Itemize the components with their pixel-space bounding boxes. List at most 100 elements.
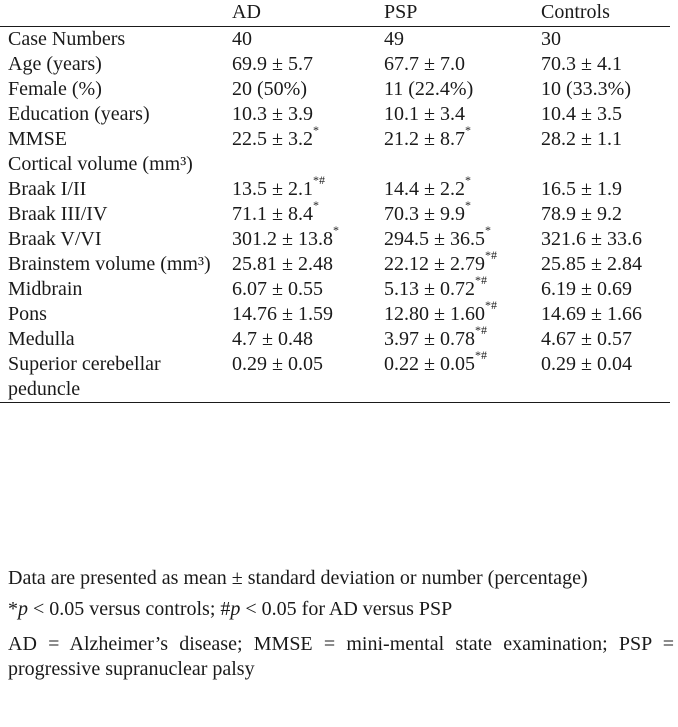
ad-cell: 10.3 ± 3.9 <box>224 102 376 127</box>
row-label-value: Braak V/VI <box>8 228 102 250</box>
ad-cell-value: 25.81 ± 2.48 <box>232 253 333 275</box>
controls-cell-value: 16.5 ± 1.9 <box>541 178 622 200</box>
ad-cell-value: 6.07 ± 0.55 <box>232 278 323 300</box>
ad-cell-value: 20 (50%) <box>232 78 307 100</box>
controls-cell-value: 25.85 ± 2.84 <box>541 253 642 275</box>
psp-cell-value: 67.7 ± 7.0 <box>384 53 465 75</box>
footnote-controls-text: < 0.05 versus controls; # <box>28 598 231 620</box>
psp-cell-value: 294.5 ± 36.5 <box>384 228 485 250</box>
controls-cell-value: 70.3 ± 4.1 <box>541 53 622 75</box>
header-row: AD PSP Controls <box>0 0 670 27</box>
row-label: Pons <box>0 302 224 327</box>
controls-cell-value: 10 (33.3%) <box>541 78 631 100</box>
controls-cell: 28.2 ± 1.1 <box>533 127 670 152</box>
significance-marker: *# <box>484 248 497 263</box>
psp-cell-value: 70.3 ± 9.9 <box>384 203 465 225</box>
header-psp: PSP <box>384 1 418 23</box>
psp-cell: 21.2 ± 8.7* <box>376 124 533 152</box>
row-label: MMSE <box>0 127 224 152</box>
psp-cell-value: 11 (22.4%) <box>384 78 474 100</box>
ad-cell-value: 69.9 ± 5.7 <box>232 53 313 75</box>
row-label: Education (years) <box>0 102 224 127</box>
controls-cell: 25.85 ± 2.84 <box>533 252 670 277</box>
footnote-ad-psp-text: < 0.05 for AD versus PSP <box>240 598 453 620</box>
ad-cell <box>224 152 376 177</box>
controls-cell: 10 (33.3%) <box>533 77 670 102</box>
psp-cell-value: 12.80 ± 1.60 <box>384 303 485 325</box>
controls-cell: 16.5 ± 1.9 <box>533 177 670 202</box>
significance-marker: * <box>312 123 319 138</box>
ad-cell-value: 71.1 ± 8.4 <box>232 203 313 225</box>
table-body: Case Numbers 40 49 30 Age (years) 69.9 ± 5.7 6… <box>0 27 670 403</box>
controls-cell: 0.29 ± 0.04 <box>533 352 670 403</box>
psp-cell-value: 10.1 ± 3.4 <box>384 103 465 125</box>
psp-cell: 10.1 ± 3.4 <box>376 102 533 127</box>
controls-cell-value: 78.9 ± 9.2 <box>541 203 622 225</box>
significance-marker: * <box>464 173 471 188</box>
row-label: Superior cerebellar peduncle <box>0 352 224 403</box>
table-row: Female (%) 20 (50%) 11 (22.4%) 10 (33.3%) <box>0 77 670 102</box>
table-row: Case Numbers 40 49 30 <box>0 27 670 53</box>
controls-cell-value: 30 <box>541 28 561 50</box>
controls-cell-value: 14.69 ± 1.66 <box>541 303 642 325</box>
footnote-p-symbol: p <box>18 598 28 620</box>
psp-cell: 5.13 ± 0.72*# <box>376 274 533 302</box>
row-label: Female (%) <box>0 77 224 102</box>
psp-cell-value: 21.2 ± 8.7 <box>384 128 465 150</box>
header-controls: Controls <box>541 1 610 23</box>
ad-cell: 6.07 ± 0.55 <box>224 277 376 302</box>
controls-cell-value: 10.4 ± 3.5 <box>541 103 622 125</box>
ad-cell-value: 14.76 ± 1.59 <box>232 303 333 325</box>
row-label-value: Braak I/II <box>8 178 87 200</box>
row-label: Braak V/VI <box>0 227 224 252</box>
ad-cell-value: 301.2 ± 13.8 <box>232 228 333 250</box>
significance-marker: * <box>484 223 491 238</box>
psp-cell-value: 0.22 ± 0.05 <box>384 353 475 375</box>
header-label-cell <box>0 0 224 27</box>
psp-cell: 3.97 ± 0.78*# <box>376 324 533 352</box>
controls-cell-value: 28.2 ± 1.1 <box>541 128 622 150</box>
psp-cell-value: 3.97 ± 0.78 <box>384 328 475 350</box>
table-row: Braak I/II 13.5 ± 2.1*# 14.4 ± 2.2* 16.5 ± … <box>0 174 670 202</box>
row-label-value: Education (years) <box>8 103 150 125</box>
controls-cell: 70.3 ± 4.1 <box>533 52 670 77</box>
controls-cell-value: 321.6 ± 33.6 <box>541 228 642 250</box>
significance-marker: * <box>464 123 471 138</box>
psp-cell: 67.7 ± 7.0 <box>376 52 533 77</box>
ad-cell: 20 (50%) <box>224 77 376 102</box>
significance-marker: * <box>312 198 319 213</box>
controls-cell: 6.19 ± 0.69 <box>533 277 670 302</box>
table-row: Braak V/VI 301.2 ± 13.8 * 294.5 ± 36.5* 321.… <box>0 224 670 252</box>
row-label-value: MMSE <box>8 128 67 150</box>
ad-cell-value: 4.7 ± 0.48 <box>232 328 313 350</box>
psp-cell: 14.4 ± 2.2* <box>376 174 533 202</box>
significance-marker: *# <box>474 273 487 288</box>
header-ad: AD <box>232 1 261 23</box>
row-label: Age (years) <box>0 52 224 77</box>
psp-cell-value: 5.13 ± 0.72 <box>384 278 475 300</box>
ad-cell-value: 22.5 ± 3.2 <box>232 128 313 150</box>
row-label-value: Cortical volume (mm³) <box>8 153 193 175</box>
ad-cell: 40 <box>224 27 376 53</box>
psp-cell: 22.12 ± 2.79*# <box>376 249 533 277</box>
significance-marker: *# <box>474 323 487 338</box>
controls-cell: 78.9 ± 9.2 <box>533 202 670 227</box>
ad-cell-value: 0.29 ± 0.05 <box>232 353 323 375</box>
ad-cell: 0.29 ± 0.05 <box>224 352 376 403</box>
significance-marker: *# <box>484 298 497 313</box>
ad-cell: 25.81 ± 2.48 <box>224 252 376 277</box>
psp-cell: 12.80 ± 1.60*# <box>376 299 533 327</box>
row-label: Medulla <box>0 327 224 352</box>
row-label-value: Braak III/IV <box>8 203 108 225</box>
row-label: Brainstem volume (mm³) <box>0 252 224 277</box>
row-label-value: Female (%) <box>8 78 102 100</box>
controls-cell: 321.6 ± 33.6 <box>533 227 670 252</box>
row-label: Cortical volume (mm³) <box>0 152 224 177</box>
psp-cell: 49 <box>376 27 533 53</box>
psp-cell: 294.5 ± 36.5* <box>376 224 533 252</box>
controls-cell: 10.4 ± 3.5 <box>533 102 670 127</box>
table-row: Pons 14.76 ± 1.59 12.80 ± 1.60*# 14.69 ± 1.… <box>0 299 670 327</box>
controls-cell-value: 4.67 ± 0.57 <box>541 328 632 350</box>
ad-cell-value: 10.3 ± 3.9 <box>232 103 313 125</box>
